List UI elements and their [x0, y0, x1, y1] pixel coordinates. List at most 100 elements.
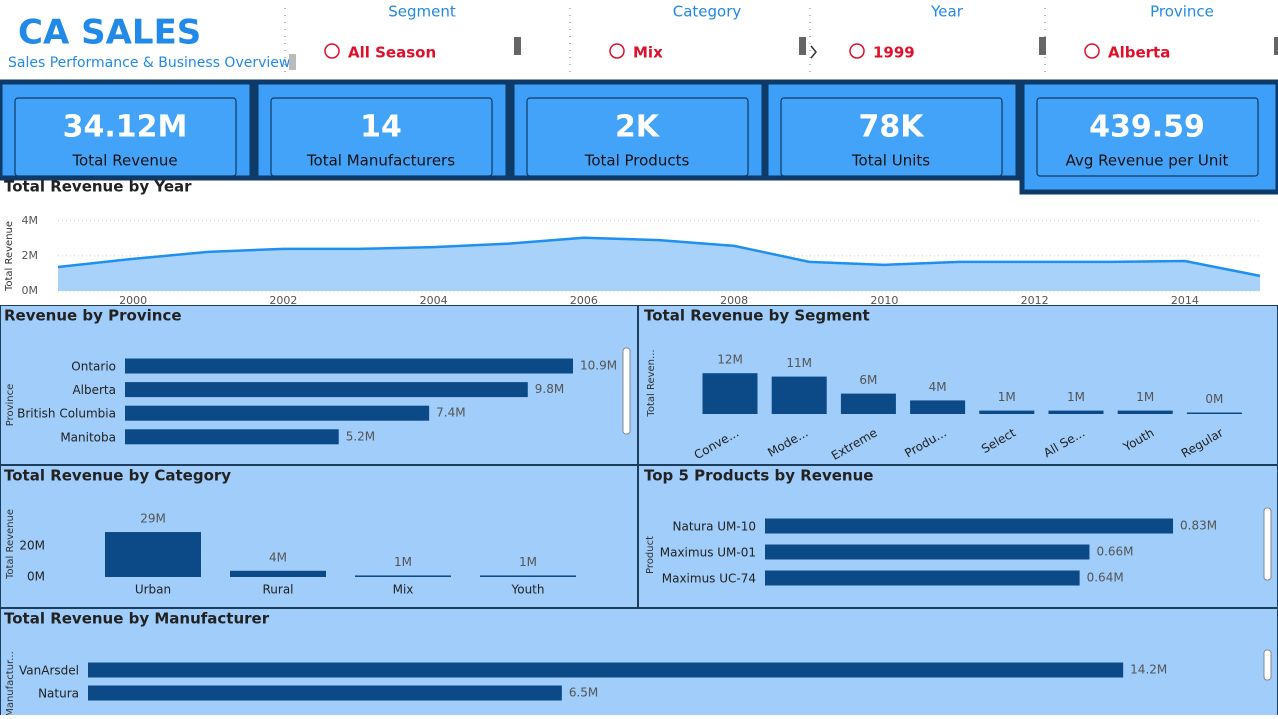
slicer-item[interactable]: Alberta — [1108, 44, 1170, 62]
scroll-thumb[interactable] — [1274, 37, 1278, 55]
chart-title: Revenue by Province — [4, 307, 182, 325]
value-label: 1M — [394, 555, 412, 569]
bar — [125, 382, 528, 398]
x-tick-label: Rural — [262, 583, 293, 597]
scroll-thumb[interactable] — [289, 54, 296, 70]
kpi-value: 78K — [859, 110, 926, 145]
panel — [639, 466, 1277, 607]
kpi-label: Avg Revenue per Unit — [1066, 152, 1229, 170]
slicer-title: Segment — [388, 3, 456, 21]
expand-arrow[interactable] — [810, 45, 817, 59]
value-label: 5.2M — [346, 429, 375, 443]
kpi-value: 439.59 — [1089, 110, 1205, 145]
y-axis-label: Total Revenue — [4, 221, 15, 292]
x-tick-label: Mix — [393, 583, 414, 597]
value-label: 1M — [1136, 390, 1154, 404]
scrollbar[interactable] — [622, 347, 631, 435]
value-label: 29M — [140, 512, 166, 526]
value-label: 14.2M — [1130, 663, 1167, 677]
bar — [1048, 410, 1104, 414]
bar — [230, 570, 326, 577]
value-label: 11M — [786, 356, 812, 370]
kpi-card — [1036, 97, 1259, 177]
y-axis-label: Province — [5, 384, 16, 427]
bar — [125, 358, 573, 374]
x-tick-label: 2002 — [269, 294, 297, 307]
kpi-label: Total Manufacturers — [306, 152, 455, 170]
value-label: 1M — [519, 555, 537, 569]
chart-title: Total Revenue by Year — [4, 178, 192, 196]
bar — [765, 518, 1174, 534]
y-tick-label: 4M — [22, 214, 39, 227]
value-label: 1M — [998, 390, 1016, 404]
kpi-label: Total Products — [584, 152, 690, 170]
bar — [765, 544, 1090, 560]
kpi-value: 34.12M — [63, 110, 188, 145]
y-tick-label: 0M — [27, 570, 45, 584]
value-label: 9.8M — [535, 382, 564, 396]
bar — [702, 373, 758, 414]
x-tick-label: 2012 — [1021, 294, 1049, 307]
kpi-card — [780, 97, 1003, 177]
value-label: 4M — [929, 380, 947, 394]
bar — [88, 662, 1124, 678]
x-tick-label: Urban — [135, 583, 171, 597]
y-axis-label: Total Reven... — [646, 349, 657, 417]
category-label: Ontario — [71, 360, 116, 374]
scroll-thumb[interactable] — [799, 37, 806, 55]
value-label: 6.5M — [569, 686, 598, 700]
chart-title: Total Revenue by Segment — [644, 307, 870, 325]
chart-title: Top 5 Products by Revenue — [644, 467, 873, 485]
radio[interactable] — [1084, 43, 1100, 59]
scrollbar[interactable] — [1263, 507, 1272, 581]
kpi-value: 2K — [615, 110, 661, 145]
value-label: 0.64M — [1087, 571, 1124, 585]
scroll-thumb[interactable] — [514, 37, 521, 55]
y-tick-label: 0M — [22, 284, 39, 297]
title: CA SALES — [18, 13, 201, 53]
scroll-thumb[interactable] — [1039, 37, 1046, 55]
value-label: 12M — [717, 353, 743, 367]
bar — [125, 429, 339, 445]
slicers: Segment All Season Category Mix Year 1999 Prov… — [284, 3, 1278, 78]
radio[interactable] — [849, 43, 865, 59]
value-label: 6M — [859, 373, 877, 387]
category-label: Maximus UM-01 — [660, 546, 756, 560]
category-label: British Columbia — [17, 407, 116, 421]
slicer-item[interactable]: All Season — [348, 44, 436, 62]
y-axis-label: Manufactur... — [5, 651, 16, 715]
subtitle: Sales Performance & Business Overview — [8, 55, 290, 71]
chart-title: Total Revenue by Category — [4, 467, 231, 485]
slicer-title: Province — [1150, 3, 1214, 21]
y-tick-label: 20M — [19, 539, 45, 553]
slicer-item[interactable]: Mix — [633, 44, 663, 62]
value-label: 4M — [269, 550, 287, 564]
bar — [840, 393, 896, 414]
x-tick-label: Youth — [511, 583, 545, 597]
category-label: VanArsdel — [19, 664, 79, 678]
bar — [125, 405, 430, 421]
category-label: Manitoba — [60, 430, 116, 444]
x-tick-label: 2006 — [570, 294, 598, 307]
slicer-title: Category — [673, 3, 742, 21]
value-label: 0.83M — [1180, 519, 1217, 533]
bar — [355, 575, 451, 577]
bar — [1186, 412, 1242, 414]
kpi-label: Total Units — [851, 152, 930, 170]
area — [58, 237, 1260, 291]
bar — [480, 575, 576, 577]
radio[interactable] — [324, 43, 340, 59]
slicer-item[interactable]: 1999 — [873, 44, 915, 62]
y-axis-label: Product — [645, 536, 656, 574]
x-tick-label: 2010 — [870, 294, 898, 307]
scrollbar[interactable] — [1263, 649, 1272, 681]
kpi-card — [14, 97, 237, 177]
x-tick-label: 2014 — [1171, 294, 1199, 307]
kpi-value: 14 — [360, 110, 402, 145]
bar — [765, 570, 1080, 586]
bar — [979, 410, 1035, 414]
bar — [105, 532, 201, 577]
radio[interactable] — [609, 43, 625, 59]
y-axis-label: Total Revenue — [5, 509, 16, 580]
